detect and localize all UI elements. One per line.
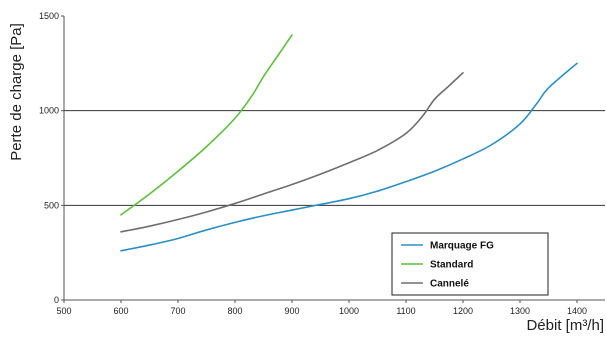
x-tick-label: 1400 — [567, 306, 587, 316]
x-tick-label: 1300 — [510, 306, 530, 316]
series-lines — [120, 34, 578, 252]
x-tick-label: 500 — [56, 306, 71, 316]
series-line-1 — [120, 34, 293, 216]
y-axis-title: Perte de charge [Pa] — [8, 23, 25, 161]
x-tick-label: 1000 — [339, 306, 359, 316]
legend-label: Marquage FG — [430, 241, 494, 252]
x-tick-label: 700 — [170, 306, 185, 316]
y-tick-label: 0 — [54, 295, 59, 305]
legend-label: Cannelé — [430, 279, 469, 290]
x-tick-label: 600 — [113, 306, 128, 316]
axes — [63, 16, 605, 301]
series-line-0 — [120, 62, 578, 252]
x-axis-title: Débit [m³/h] — [526, 317, 604, 334]
x-tick-label: 900 — [284, 306, 299, 316]
y-tick-label: 500 — [44, 200, 59, 210]
grid-lines — [64, 110, 605, 206]
y-tick-label: 1500 — [39, 11, 59, 21]
series-line-2 — [120, 72, 464, 233]
tick-labels: 500 600 700 800 900 1000 1100 1200 1300 140005001… — [39, 11, 587, 316]
legend: Marquage FG Standard Cannelé — [391, 232, 549, 296]
y-tick-label: 1000 — [39, 106, 59, 116]
x-tick-label: 1200 — [453, 306, 473, 316]
x-tick-label: 800 — [227, 306, 242, 316]
legend-label: Standard — [430, 260, 473, 271]
x-tick-label: 1100 — [396, 306, 415, 316]
